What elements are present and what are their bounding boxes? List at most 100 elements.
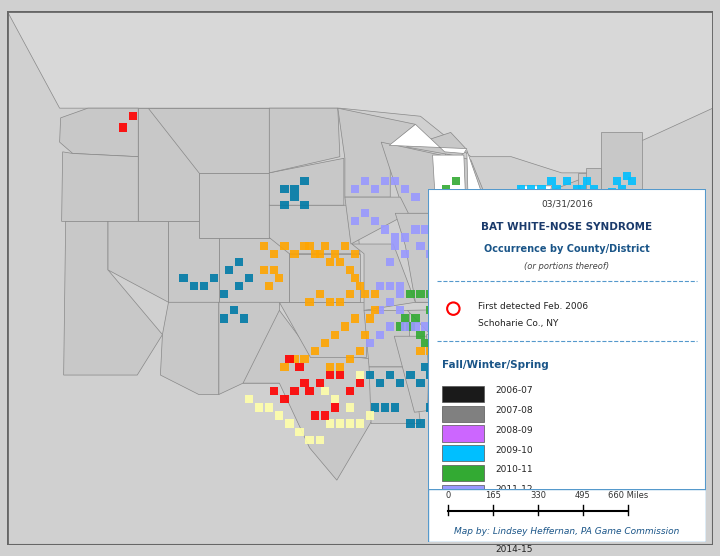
Point [420,322,431,331]
Point [564,204,575,213]
Point [319,387,330,396]
Point [334,298,346,307]
Point [329,395,341,404]
Point [445,217,456,226]
Point [500,363,512,371]
Point [541,282,552,291]
Point [420,363,431,371]
Point [510,193,522,202]
Text: 2012-13: 2012-13 [495,505,532,514]
Point [339,322,351,331]
Polygon shape [474,286,559,310]
Polygon shape [364,310,413,367]
Point [516,185,527,193]
Point [344,387,356,396]
Point [480,322,492,331]
Point [425,290,436,299]
Polygon shape [395,214,436,302]
Point [571,212,582,221]
Point [359,290,371,299]
Point [475,298,487,307]
Text: First detected Feb. 2006: First detected Feb. 2006 [478,302,588,311]
Point [445,338,456,347]
Point [581,176,593,185]
Point [344,403,356,412]
Point [460,282,472,291]
Point [349,185,361,193]
Point [294,363,305,371]
Point [344,419,356,428]
Text: 03/31/2016: 03/31/2016 [541,200,593,208]
Point [556,282,567,291]
Point [510,274,522,282]
Point [410,193,421,202]
Point [551,185,562,193]
Point [425,371,436,380]
Point [253,403,265,412]
Text: Schoharie Co., NY: Schoharie Co., NY [478,319,559,328]
Point [505,379,517,388]
Point [339,241,351,250]
Polygon shape [577,207,613,230]
Polygon shape [108,221,168,302]
Polygon shape [338,108,415,197]
Point [354,371,366,380]
Point [379,403,391,412]
Point [531,201,542,210]
Point [531,290,542,299]
Polygon shape [485,244,534,276]
Point [562,207,573,216]
Point [349,249,361,258]
Point [510,236,522,245]
Point [562,207,573,216]
Point [420,338,431,347]
Point [359,330,371,339]
Point [279,185,290,193]
Point [410,225,421,234]
Point [551,274,562,282]
Point [531,233,542,242]
Point [400,322,411,331]
Point [500,274,512,282]
Point [500,282,512,291]
Point [546,201,557,210]
Point [294,427,305,436]
Point [526,185,537,193]
Point [269,265,280,274]
Point [500,298,512,307]
Point [455,209,467,218]
Point [329,249,341,258]
Point [390,233,401,242]
Point [127,112,139,121]
Point [430,354,441,363]
Point [435,241,446,250]
Polygon shape [433,155,466,205]
Text: 2009-10: 2009-10 [495,445,533,455]
Point [289,387,300,396]
Point [324,298,336,307]
Point [314,290,325,299]
Polygon shape [593,221,601,231]
Point [395,379,406,388]
Point [369,290,381,299]
Point [430,233,441,242]
Polygon shape [148,108,269,173]
Point [551,249,562,258]
Point [369,217,381,226]
Point [460,217,472,226]
Polygon shape [435,399,511,504]
Point [551,225,562,234]
Text: Map by: Lindsey Heffernan, PA Game Commission: Map by: Lindsey Heffernan, PA Game Commi… [454,527,680,536]
Point [475,274,487,282]
Point [521,265,532,274]
Polygon shape [345,197,408,244]
Polygon shape [62,152,138,221]
Text: (or portions thereof): (or portions thereof) [524,262,610,271]
Point [117,123,129,132]
Point [334,371,346,380]
Point [450,225,462,234]
Point [309,411,320,420]
Point [465,209,477,218]
Point [576,185,588,193]
Point [586,201,598,210]
